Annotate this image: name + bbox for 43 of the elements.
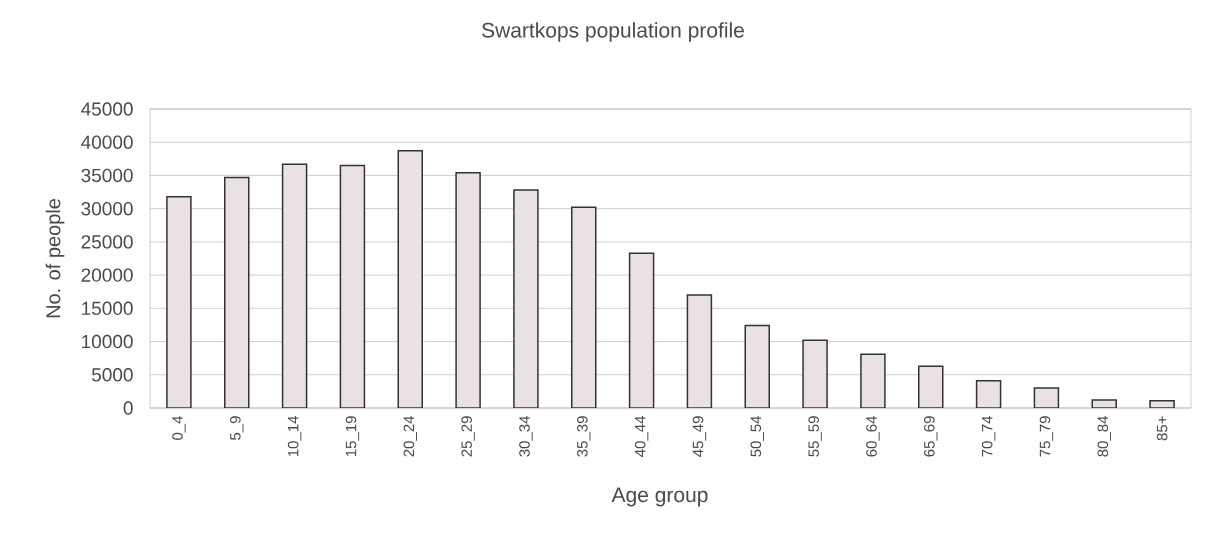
- y-tick-label: 10000: [82, 334, 133, 349]
- x-tick-label: 5_9: [230, 416, 244, 440]
- x-tick-label: 20_24: [403, 415, 417, 457]
- y-tick-label: 40000: [81, 135, 133, 149]
- x-tick-label: 40_44: [634, 415, 649, 457]
- x-tick-label: 25_29: [461, 416, 475, 457]
- bar: [281, 163, 308, 408]
- x-tick-label: 50_54: [750, 415, 764, 457]
- x-tick-label: 45_49: [692, 416, 707, 457]
- y-tick-label: 15000: [82, 301, 133, 316]
- y-tick-label: 30000: [81, 201, 133, 216]
- y-tick-label: 45000: [81, 102, 133, 116]
- x-tick-label: 10_14: [287, 415, 302, 457]
- y-axis-title: No. of people: [45, 199, 65, 318]
- y-tick-label: 20000: [81, 268, 133, 282]
- bar: [918, 365, 944, 408]
- x-tick-label: 60_64: [866, 415, 880, 457]
- bar: [224, 176, 250, 408]
- x-tick-label: 75_79: [1039, 416, 1054, 457]
- bar: [166, 195, 192, 408]
- bar: [744, 324, 770, 408]
- bar: [397, 150, 423, 408]
- x-tick-label: 70_74: [981, 415, 996, 457]
- bar: [339, 164, 366, 408]
- bar: [628, 252, 655, 408]
- x-tick-label: 30_34: [519, 415, 533, 457]
- x-tick-label: 65_69: [924, 416, 938, 457]
- bar: [513, 189, 539, 408]
- y-tick-label: 0: [123, 401, 133, 415]
- x-tick-label: 55_59: [808, 416, 822, 457]
- x-tick-label: 80_84: [1097, 415, 1111, 457]
- x-tick-label: 0_4: [172, 415, 186, 440]
- x-tick-label: 35_39: [577, 416, 591, 457]
- y-tick-label: 25000: [81, 235, 133, 249]
- chart-title: Swartkops population profile: [482, 22, 744, 42]
- x-axis-title: Age group: [611, 487, 708, 507]
- x-tick-label: 15_19: [345, 416, 360, 457]
- bar: [686, 294, 713, 408]
- bar: [455, 172, 481, 408]
- x-tick-label: 85+: [1156, 416, 1168, 441]
- bar: [571, 206, 597, 408]
- y-tick-label: 5000: [91, 368, 133, 382]
- y-tick-label: 35000: [81, 168, 133, 183]
